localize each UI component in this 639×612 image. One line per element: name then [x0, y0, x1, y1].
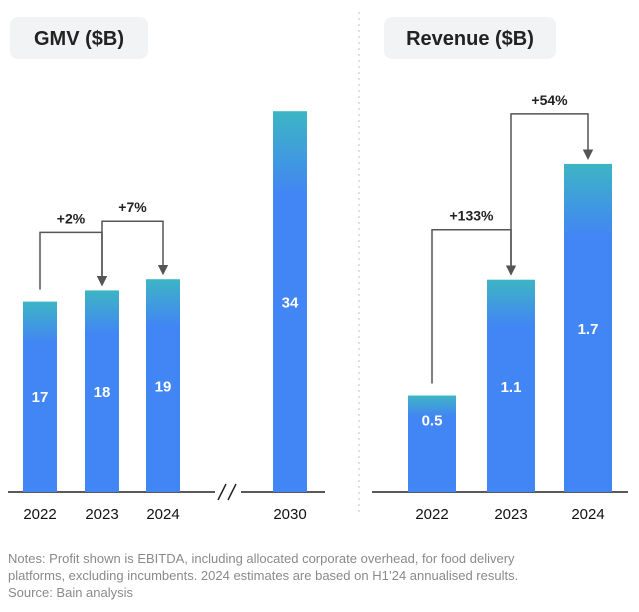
- gmv-bar-2023: [85, 290, 119, 492]
- gmv-axis-break: [215, 483, 241, 501]
- gmv-x-tick-label: 2030: [273, 506, 306, 523]
- footnote: Notes: Profit shown is EBITDA, including…: [8, 550, 633, 601]
- revenue-chart-title: Revenue ($B): [406, 28, 534, 50]
- gmv-growth-label: +7%: [118, 199, 147, 215]
- revenue-bars: 0.5 2022 1.1 2023 1.7 2024 +133% +54%: [408, 92, 612, 523]
- revenue-bar-2022: [408, 395, 456, 492]
- gmv-bar-2022: [23, 301, 57, 492]
- gmv-x-tick-label: 2024: [146, 506, 179, 523]
- revenue-growth-arrow: [510, 113, 594, 268]
- gmv-growth-arrow: [101, 220, 169, 279]
- gmv-growth-label: +2%: [57, 210, 86, 226]
- gmv-x-tick-label: 2023: [85, 506, 118, 523]
- revenue-value-label: 1.1: [501, 379, 522, 396]
- revenue-bar-2023: [487, 279, 535, 492]
- gmv-value-label: 19: [155, 379, 172, 396]
- footnote-line-2: platforms, excluding incumbents. 2024 es…: [8, 568, 519, 583]
- footnote-source: Source: Bain analysis: [8, 585, 134, 600]
- revenue-x-tick-label: 2022: [415, 506, 448, 523]
- charts-area: GMV ($B) Revenue ($B) 17 2022 18 2023 19 2024…: [8, 12, 628, 523]
- gmv-x-tick-label: 2022: [23, 506, 56, 523]
- revenue-growth-label: +54%: [531, 92, 568, 108]
- revenue-value-label: 1.7: [578, 321, 599, 338]
- gmv-title-pill: GMV ($B): [10, 17, 148, 59]
- gmv-chart-title: GMV ($B): [34, 28, 124, 50]
- footnote-line-1: Notes: Profit shown is EBITDA, including…: [8, 551, 515, 566]
- revenue-x-tick-label: 2024: [571, 506, 604, 523]
- revenue-growth-label: +133%: [450, 208, 495, 224]
- revenue-title-pill: Revenue ($B): [384, 17, 556, 59]
- gmv-value-label: 18: [94, 384, 111, 401]
- gmv-bar-2030: [273, 111, 307, 492]
- gmv-bar-2024: [146, 279, 180, 492]
- revenue-x-tick-label: 2023: [494, 506, 527, 523]
- gmv-growth-arrow: [39, 231, 108, 290]
- gmv-value-label: 34: [282, 295, 299, 312]
- gmv-bars: 17 2022 18 2023 19 2024 34 2030 +2% +7%: [23, 111, 307, 523]
- revenue-value-label: 0.5: [422, 413, 443, 430]
- revenue-bar-2024: [564, 163, 612, 492]
- gmv-value-label: 17: [32, 389, 49, 406]
